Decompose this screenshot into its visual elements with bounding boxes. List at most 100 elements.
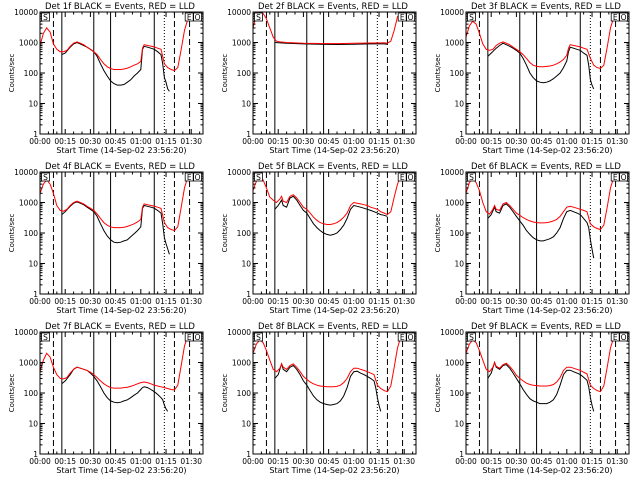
y-tick-label: 100: [237, 69, 252, 78]
x-tick-label: 01:15: [155, 457, 177, 466]
x-tick-label: 00:30: [80, 457, 102, 466]
event-marker-box: [619, 172, 628, 182]
event-marker-box: [193, 172, 202, 182]
x-tick-label: 01:30: [180, 457, 202, 466]
y-tick-label: 1000: [232, 39, 251, 48]
y-tick-label: 1000: [232, 359, 251, 368]
y-tick-label: 1: [246, 450, 251, 459]
y-tick-label: 1: [459, 450, 464, 459]
x-tick-label: 00:30: [506, 137, 528, 146]
x-tick-label: 01:15: [581, 297, 603, 306]
x-tick-label: 01:30: [606, 457, 628, 466]
event-marker-box: [397, 172, 407, 182]
x-tick-label: 01:30: [393, 137, 415, 146]
event-marker-label: O: [408, 13, 414, 22]
event-marker-label: E: [187, 173, 192, 182]
event-marker-box: [610, 332, 620, 342]
x-axis-label: Start Time (14-Sep-02 23:56:20): [269, 306, 399, 315]
x-tick-label: 00:45: [318, 457, 340, 466]
event-marker-label: E: [613, 333, 618, 342]
event-marker-box: [406, 12, 415, 22]
y-tick-label: 10: [28, 420, 38, 429]
x-tick-label: 00:30: [506, 297, 528, 306]
chart-panel-6: Det 6f BLACK = Events, RED = LLD 1 10 100 10…: [434, 162, 630, 315]
y-axis-label: Counts/sec: [434, 374, 442, 413]
x-tick-label: 01:00: [556, 137, 578, 146]
y-tick-label: 10: [28, 260, 38, 269]
chart-panel-4: Det 4f BLACK = Events, RED = LLD 1 10 100 10…: [8, 162, 204, 315]
series-line-events: [487, 42, 595, 90]
x-tick-label: 00:45: [105, 457, 127, 466]
y-tick-label: 10: [28, 100, 38, 109]
x-tick-label: 01:15: [581, 137, 603, 146]
event-marker-box: [193, 12, 202, 22]
y-tick-label: 10: [241, 260, 251, 269]
chart-title: Det 1f BLACK = Events, RED = LLD: [45, 2, 195, 12]
y-tick-label: 1000: [445, 359, 464, 368]
y-tick-label: 1000: [232, 199, 251, 208]
x-tick-label: 00:15: [54, 457, 76, 466]
y-axis-label: Counts/sec: [221, 54, 229, 93]
series-line-lld: [252, 171, 405, 225]
event-marker-box: [184, 172, 194, 182]
event-marker-box: [619, 332, 628, 342]
event-marker-label: O: [195, 173, 201, 182]
x-tick-label: 00:00: [455, 137, 477, 146]
y-tick-label: 1000: [19, 359, 38, 368]
event-marker-label: O: [195, 333, 201, 342]
x-tick-label: 01:15: [155, 137, 177, 146]
y-axis-label: Counts/sec: [221, 214, 229, 253]
event-marker-label: S: [256, 173, 261, 182]
y-tick-label: 10000: [227, 168, 251, 177]
y-tick-label: 10: [241, 100, 251, 109]
y-tick-label: 1000: [445, 199, 464, 208]
y-tick-label: 1: [33, 130, 38, 139]
series-line-lld: [39, 14, 192, 72]
x-axis-label: Start Time (14-Sep-02 23:56:20): [482, 146, 612, 155]
event-marker-label: S: [43, 13, 48, 22]
x-tick-label: 00:30: [80, 137, 102, 146]
series-line-events: [61, 41, 170, 92]
y-tick-label: 10000: [14, 328, 38, 337]
y-tick-label: 10: [454, 260, 464, 269]
event-marker-box: [467, 12, 476, 22]
series-line-lld: [39, 332, 192, 391]
x-tick-label: 00:30: [293, 137, 315, 146]
y-tick-label: 1: [246, 130, 251, 139]
y-tick-label: 10000: [440, 8, 464, 17]
y-tick-label: 1000: [19, 199, 38, 208]
y-tick-label: 1: [459, 130, 464, 139]
x-tick-label: 00:15: [480, 297, 502, 306]
x-tick-label: 00:15: [267, 137, 289, 146]
chart-title: Det 8f BLACK = Events, RED = LLD: [258, 322, 408, 332]
x-tick-label: 00:00: [242, 137, 264, 146]
y-tick-label: 1: [33, 450, 38, 459]
event-marker-box: [610, 172, 620, 182]
x-tick-label: 00:45: [105, 297, 127, 306]
x-tick-label: 00:45: [531, 137, 553, 146]
x-tick-label: 00:45: [318, 297, 340, 306]
x-tick-label: 00:30: [293, 297, 315, 306]
event-marker-label: E: [613, 13, 618, 22]
y-tick-label: 10: [454, 100, 464, 109]
y-tick-label: 1: [33, 290, 38, 299]
event-marker-box: [41, 12, 50, 22]
chart-panel-8: Det 8f BLACK = Events, RED = LLD 1 10 100 10…: [221, 322, 417, 475]
y-tick-label: 10000: [14, 168, 38, 177]
x-tick-label: 00:15: [267, 457, 289, 466]
event-marker-box: [254, 172, 263, 182]
y-tick-label: 10000: [14, 8, 38, 17]
y-tick-label: 10000: [440, 168, 464, 177]
event-marker-label: O: [621, 333, 627, 342]
chart-panel-5: Det 5f BLACK = Events, RED = LLD 1 10 100 10…: [221, 162, 417, 315]
y-tick-label: 100: [450, 389, 465, 398]
x-axis-label: Start Time (14-Sep-02 23:56:20): [269, 146, 399, 155]
y-axis-label: Counts/sec: [434, 214, 442, 253]
x-tick-label: 00:00: [29, 457, 51, 466]
x-tick-label: 01:00: [556, 457, 578, 466]
y-tick-label: 10: [454, 420, 464, 429]
x-axis-label: Start Time (14-Sep-02 23:56:20): [56, 146, 186, 155]
y-axis-label: Counts/sec: [434, 54, 442, 93]
series-line-events: [274, 195, 388, 236]
